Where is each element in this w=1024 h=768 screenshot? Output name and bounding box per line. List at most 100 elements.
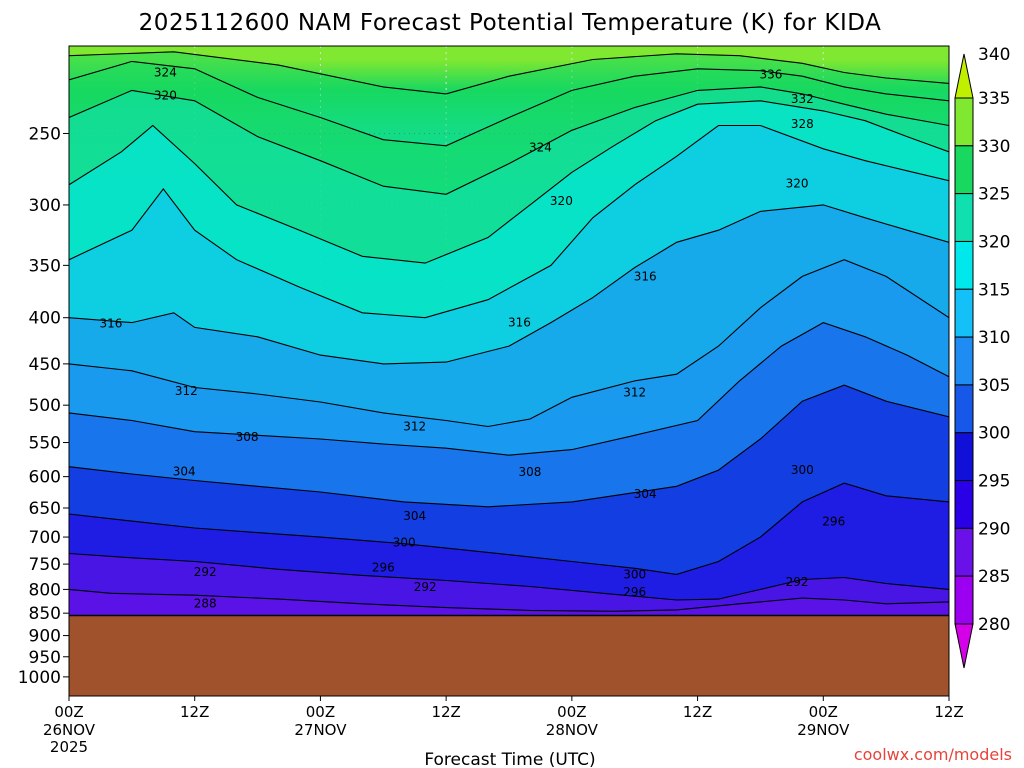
- isentrope-304: [69, 384, 949, 508]
- isentrope-292: [69, 588, 949, 612]
- contour-label: 320: [550, 194, 573, 208]
- colorbar-label: 290: [978, 519, 1010, 539]
- chart-title: 2025112600 NAM Forecast Potential Temper…: [139, 10, 882, 36]
- colorbar-label: 315: [978, 280, 1010, 300]
- x-tick-label: 12Z: [180, 703, 209, 721]
- contour-label: 312: [623, 385, 646, 399]
- colorbar-box: [954, 384, 974, 434]
- contour-label: 328: [791, 117, 814, 131]
- x-axis-label: Forecast Time (UTC): [424, 750, 595, 768]
- contour-label: 316: [99, 317, 122, 331]
- x-tick-date: 26NOV: [43, 721, 96, 739]
- y-axis-ticks: 250 300 350 400 450 500 550 600 650 700 750 800 850 9…: [18, 124, 69, 688]
- isentrope-296: [69, 552, 949, 601]
- contour-label: 316: [508, 316, 531, 330]
- isentrope-320: [69, 124, 949, 319]
- x-tick-year: 2025: [50, 738, 88, 756]
- colorbar-label: 320: [978, 232, 1010, 252]
- colorbar-label: 280: [978, 615, 1010, 635]
- x-tick-label: 00Z: [54, 703, 83, 721]
- colorbar-label: 295: [978, 472, 1010, 492]
- y-tick-label: 550: [29, 434, 61, 454]
- contour-label: 308: [518, 465, 541, 479]
- y-tick-label: 350: [29, 256, 61, 276]
- y-tick-label: 750: [29, 555, 61, 575]
- isentrope-328: [69, 86, 949, 195]
- x-tick-label: 00Z: [809, 703, 838, 721]
- colorbar-label: 310: [978, 328, 1010, 348]
- plot-area: [69, 46, 949, 696]
- contour-label: 308: [236, 430, 259, 444]
- isentrope-300: [69, 482, 949, 575]
- colorbar-box: [954, 288, 974, 338]
- y-tick-label: 250: [29, 124, 61, 144]
- y-tick-label: 500: [29, 396, 61, 416]
- colorbar-label: 300: [978, 424, 1010, 444]
- y-tick-label: 450: [29, 355, 61, 375]
- isentrope-312: [69, 259, 949, 428]
- x-tick-label: 12Z: [431, 703, 460, 721]
- contour-label: 292: [414, 580, 437, 594]
- contour-label: 312: [175, 384, 198, 398]
- colorbar-box: [954, 193, 974, 242]
- contour-label: 296: [372, 561, 395, 575]
- credit-text: coolwx.com/models: [854, 745, 1012, 764]
- y-tick-label: 700: [29, 528, 61, 548]
- colorbar: 280 285 290 295 300 305 310 315 320 325 330 335 340: [954, 45, 1010, 669]
- plot-frame: [68, 45, 950, 697]
- colorbar-box: [954, 240, 974, 290]
- contour-label: 316: [634, 269, 657, 283]
- contour-label: 320: [786, 176, 809, 190]
- colorbar-label: 325: [978, 185, 1010, 205]
- colorbar-box: [954, 432, 974, 482]
- contour-label: 304: [403, 509, 426, 523]
- colorbar-label: 335: [978, 89, 1010, 109]
- x-tick-label: 12Z: [934, 703, 963, 721]
- contour-label: 312: [403, 420, 426, 434]
- contour-label: 300: [393, 536, 416, 550]
- colorbar-box: [954, 527, 974, 577]
- colorbar-label: 330: [978, 137, 1010, 157]
- isentrope-332: [69, 60, 949, 147]
- colorbar-max-triangle: [954, 53, 974, 99]
- contour-label: 292: [786, 575, 809, 589]
- colorbar-box: [954, 145, 974, 195]
- colorbar-min-triangle: [954, 623, 974, 669]
- colorbar-box: [954, 480, 974, 529]
- y-tick-label: 1000: [18, 668, 61, 688]
- y-tick-label: 650: [29, 499, 61, 519]
- contour-labels: 324 320 316 312 308 304 292 288 304 300 296 292 312 3…: [99, 66, 845, 611]
- y-tick-label: 400: [29, 309, 61, 329]
- ground-terrain: [69, 615, 949, 696]
- y-tick-label: 800: [29, 580, 61, 600]
- contour-label: 336: [759, 67, 782, 81]
- y-tick-label: 600: [29, 468, 61, 488]
- y-tick-label: 950: [29, 648, 61, 668]
- contour-label: 304: [173, 464, 196, 478]
- contour-label: 304: [634, 487, 657, 501]
- x-tick-date: 27NOV: [294, 721, 347, 739]
- colorbar-label: 340: [978, 45, 1010, 65]
- x-tick-date: 28NOV: [546, 721, 599, 739]
- isentrope-308: [69, 322, 949, 456]
- isentrope-336: [69, 51, 949, 95]
- x-tick-label: 00Z: [557, 703, 586, 721]
- x-tick-label: 12Z: [683, 703, 712, 721]
- contour-label: 296: [822, 515, 845, 529]
- x-tick-label: 00Z: [306, 703, 335, 721]
- contour-label: 292: [194, 565, 217, 579]
- contour-label: 320: [154, 89, 177, 103]
- contour-label: 324: [154, 66, 177, 80]
- contour-label: 300: [623, 567, 646, 581]
- colorbar-label: 285: [978, 567, 1010, 587]
- contour-label: 300: [791, 463, 814, 477]
- x-tick-date: 29NOV: [797, 721, 850, 739]
- colorbar-box: [954, 336, 974, 386]
- colorbar-box: [954, 97, 974, 147]
- contour-label: 288: [194, 596, 217, 610]
- contour-label: 296: [623, 585, 646, 599]
- isentrope-316: [69, 204, 949, 365]
- colorbar-box: [954, 575, 974, 625]
- y-tick-label: 300: [29, 196, 61, 216]
